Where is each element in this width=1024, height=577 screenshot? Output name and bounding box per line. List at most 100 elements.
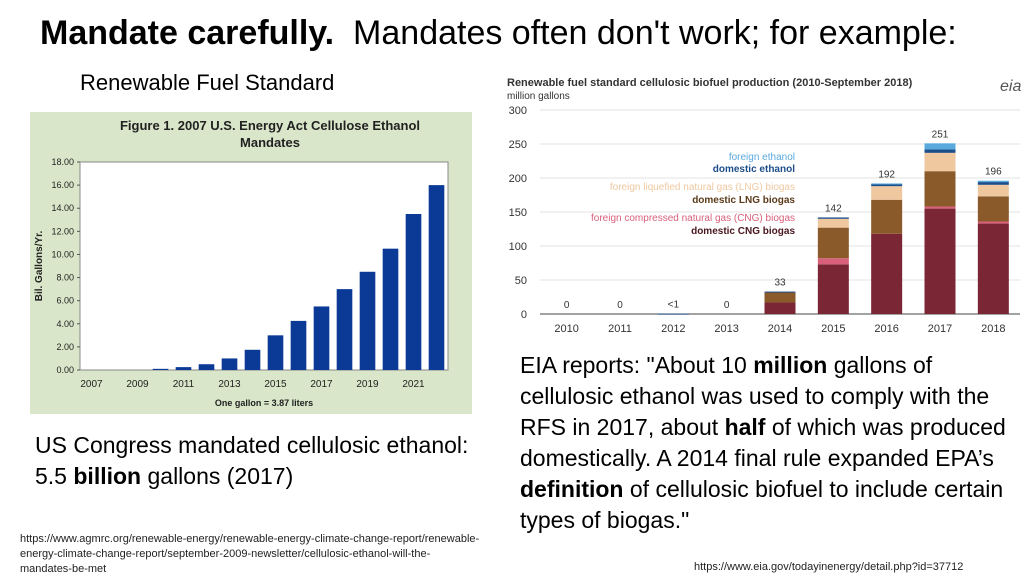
mandates-y-tick-label: 8.00 [56,273,74,283]
mandates-y-axis-label: Bil. Gallons/Yr. [34,230,45,301]
mandates-x-tick-label: 2013 [218,379,241,390]
mandates-bar [198,364,215,370]
eia-production-chart: Renewable fuel standard cellulosic biofu… [500,72,1024,342]
rfs-label: Renewable Fuel Standard [80,70,335,95]
mandates-bar [244,349,261,370]
eia-bar-segment [924,149,956,153]
eia-x-tick-label: 2014 [768,323,792,335]
mandates-bar [359,271,376,370]
eia-legend-entry: domestic CNG biogas [691,226,795,237]
eia-x-tick-label: 2016 [874,323,898,335]
congress-text-part1: US Congress mandated cellulosic ethanol:… [35,432,469,489]
eia-bar-segment [977,184,1009,197]
eia-x-tick-label: 2010 [554,323,578,335]
eia-chart-title: Renewable fuel standard cellulosic biofu… [507,77,913,89]
mandates-bar [405,214,422,370]
eia-bar-segment [871,184,903,187]
source-link-right[interactable]: https://www.eia.gov/todayinenergy/detail… [694,561,964,573]
mandates-y-tick-label: 6.00 [56,296,74,306]
eia-bar-segment [817,227,849,259]
eia-production-chart-svg: Renewable fuel standard cellulosic biofu… [507,77,1020,335]
eia-bar-segment [764,292,796,303]
eia-chart-ylabel: million gallons [507,91,570,102]
eia-bar-segment [871,199,903,234]
mandates-x-tick-label: 2007 [80,379,103,390]
eia-bar-segment [817,217,849,219]
mandates-bar [382,248,399,370]
eia-bar-segment [924,206,956,209]
mandates-x-tick-label: 2021 [402,379,425,390]
eia-bar-segment [817,264,849,314]
mandates-x-tick-label: 2009 [126,379,149,390]
eia-quote: EIA reports: "About 10 million gallons o… [520,350,1020,536]
eia-y-tick-label: 250 [509,139,527,151]
eia-quote-segment: gallons of cellulosic ethanol was used t… [520,352,990,440]
eia-bar-segment [977,221,1009,224]
mandates-bar [221,358,238,370]
mandates-x-tick-label: 2015 [264,379,287,390]
eia-bar-segment [977,196,1009,222]
slide-title-bold: Mandate carefully. [40,14,335,52]
eia-x-tick-label: 2017 [928,323,952,335]
mandates-bar [152,368,169,370]
mandates-bar [336,289,353,370]
eia-bar-segment [977,180,1009,183]
eia-bar-segment [764,302,796,314]
mandates-x-tick-label: 2019 [356,379,379,390]
mandates-chart-svg: Figure 1. 2007 U.S. Energy Act Cellulose… [34,118,449,408]
mandates-bar [290,320,307,370]
eia-legend-entry: foreign compressed natural gas (CNG) bio… [591,213,795,224]
congress-text-part2: gallons (2017) [141,463,294,489]
eia-bar-segment [924,143,956,150]
congress-text-bold: billion [73,463,142,489]
eia-quote-segment: million [753,352,828,378]
eia-quote-segment: EIA reports: "About 10 [520,352,754,378]
eia-bar-segment [977,182,1009,185]
eia-legend-entry: domestic LNG biogas [692,195,795,206]
eia-total-label: 192 [878,169,895,180]
mandates-y-tick-label: 10.00 [51,249,74,259]
eia-bar-segment [977,223,1009,314]
eia-bar-segment [924,152,956,172]
mandates-chart-title: Figure 1. 2007 U.S. Energy Act Cellulose… [120,118,420,133]
mandates-y-tick-label: 4.00 [56,319,74,329]
mandates-y-tick-label: 18.00 [51,157,74,167]
eia-bar-segment [924,208,956,314]
eia-logo: eia [1000,78,1022,95]
eia-bar-segment [817,258,849,265]
eia-quote-segment: of cellulosic biofuel to include certain… [520,476,1004,533]
eia-total-label: 196 [985,167,1002,178]
eia-y-tick-label: 300 [509,105,527,117]
eia-bar-segment [924,171,956,207]
eia-bar-segment [871,183,903,185]
mandates-bar [428,185,445,370]
eia-quote-segment: of which was produced domestically. A 20… [520,414,1006,471]
mandates-chart-title: Mandates [240,135,300,150]
mandates-y-tick-label: 14.00 [51,203,74,213]
eia-y-tick-label: 100 [509,241,527,253]
slide-title-rest: Mandates often don't work; for example: [353,14,957,52]
eia-x-tick-label: 2018 [981,323,1005,335]
mandates-chart: Figure 1. 2007 U.S. Energy Act Cellulose… [30,112,472,414]
mandates-y-tick-label: 0.00 [56,365,74,375]
eia-total-label: <1 [668,300,680,311]
mandates-x-tick-label: 2017 [310,379,333,390]
eia-total-label: 0 [617,300,623,311]
eia-legend-entry: domestic ethanol [713,164,795,175]
mandates-y-tick-label: 2.00 [56,342,74,352]
congress-mandate-text: US Congress mandated cellulosic ethanol:… [35,430,475,492]
mandates-bar [175,367,192,370]
eia-bar-segment [657,313,689,315]
eia-x-tick-label: 2011 [608,323,632,335]
eia-quote-segment: definition [520,476,624,502]
eia-x-tick-label: 2013 [714,323,738,335]
eia-x-tick-label: 2015 [821,323,845,335]
eia-total-label: 251 [932,129,949,140]
mandates-y-tick-label: 12.00 [51,226,74,236]
eia-y-tick-label: 50 [515,275,527,287]
eia-total-label: 0 [564,300,570,311]
source-link-left[interactable]: https://www.agmrc.org/renewable-energy/r… [20,533,480,575]
eia-quote-segment: half [724,414,766,440]
eia-x-tick-label: 2012 [661,323,685,335]
mandates-y-tick-label: 16.00 [51,180,74,190]
